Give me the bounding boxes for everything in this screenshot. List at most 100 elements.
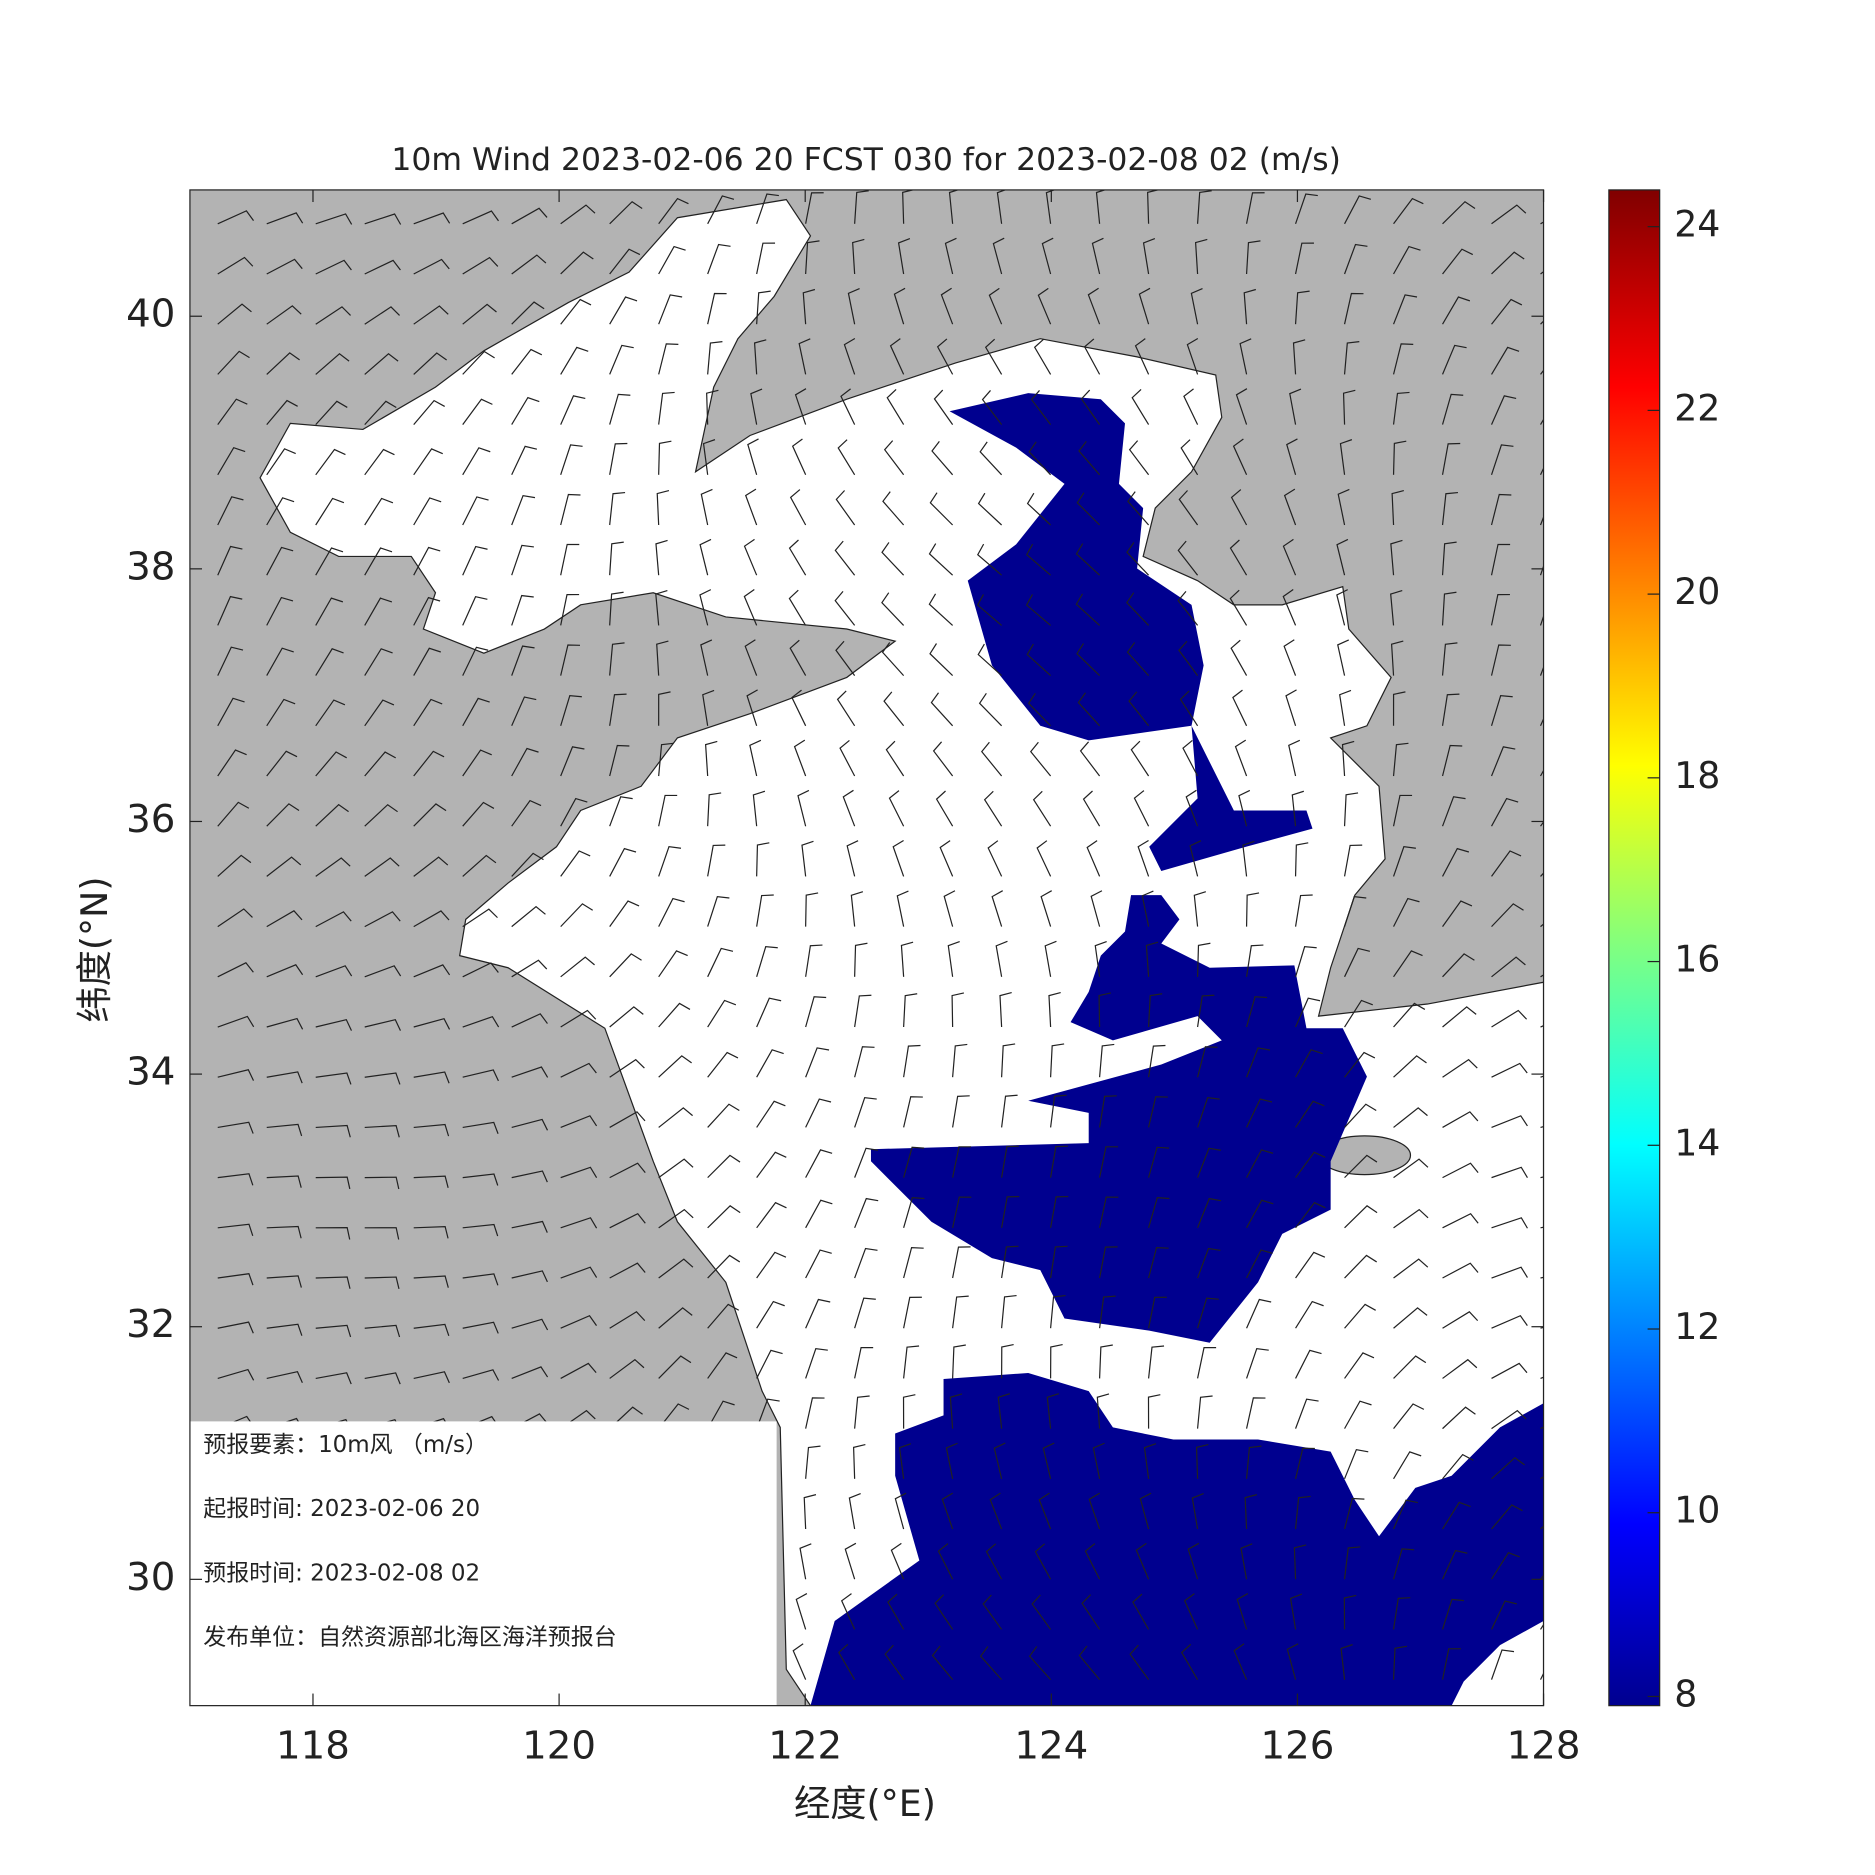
wind-barb <box>932 741 954 777</box>
wind-barb <box>413 448 443 476</box>
wind-barb <box>266 698 296 727</box>
wind-barb <box>315 1018 353 1031</box>
wind-barb <box>707 243 731 275</box>
wind-barb <box>364 1019 402 1031</box>
wind-barb <box>756 1251 787 1279</box>
wind-barb <box>837 439 856 476</box>
wind-barb <box>1392 1597 1411 1630</box>
wind-barb <box>1087 287 1101 325</box>
y-tick-label: 34 <box>126 1050 175 1095</box>
wind-barb <box>952 1095 970 1128</box>
wind-barb <box>1294 1398 1319 1429</box>
wind-barb <box>315 1227 351 1240</box>
wind-barb <box>1186 337 1199 375</box>
wind-barb <box>805 240 820 275</box>
wind-barb <box>560 1062 597 1078</box>
wind-barb <box>413 856 449 877</box>
wind-barb <box>315 803 349 827</box>
wind-barb <box>266 497 295 526</box>
wind-barb <box>1491 1362 1528 1379</box>
wind-barb <box>1442 200 1476 225</box>
wind-barb <box>1196 994 1215 1028</box>
wind-barb <box>1098 992 1112 1028</box>
wind-barb <box>850 891 864 927</box>
wind-barb <box>1232 438 1248 476</box>
wind-barb <box>560 593 580 626</box>
wind-barb <box>799 1543 812 1580</box>
wind-barb <box>1232 689 1248 727</box>
wind-barb <box>936 338 954 375</box>
wind-barb <box>1341 740 1355 777</box>
wind-barb <box>1180 439 1199 476</box>
wind-barb <box>413 1225 449 1239</box>
wind-barb <box>315 259 352 275</box>
wind-barb <box>1441 642 1458 676</box>
wind-barb <box>976 594 1003 626</box>
wind-barb <box>1344 947 1371 978</box>
wind-barb <box>1145 941 1159 977</box>
wind-barb <box>462 1369 500 1381</box>
wind-barb <box>898 1443 912 1479</box>
wind-barb <box>1190 288 1203 325</box>
wind-barb <box>1050 1043 1065 1078</box>
wind-barb <box>217 646 244 676</box>
wind-barb <box>1230 639 1248 676</box>
wind-barb <box>560 1314 598 1329</box>
wind-barb <box>609 1162 646 1179</box>
wind-barb <box>315 547 344 576</box>
wind-barb <box>413 546 441 576</box>
wind-barb <box>952 1146 972 1178</box>
wind-barb <box>935 790 954 827</box>
wind-barb <box>1441 541 1457 576</box>
wind-barb <box>609 953 642 978</box>
y-tick-label: 36 <box>126 797 175 842</box>
wind-barb <box>511 696 537 727</box>
wind-barb <box>656 640 669 676</box>
wind-barb <box>1540 1276 1544 1279</box>
wind-barb <box>560 346 589 375</box>
wind-barb <box>933 389 954 425</box>
wind-barb <box>462 854 497 877</box>
wind-barb <box>560 850 591 877</box>
wind-barb <box>1343 243 1368 275</box>
wind-barb <box>462 1273 499 1286</box>
wind-barb <box>658 1158 694 1179</box>
wind-barb <box>1393 245 1421 275</box>
wind-barb <box>1295 1300 1324 1329</box>
wind-barb <box>746 689 758 726</box>
wind-barb <box>560 1166 598 1179</box>
wind-barb <box>854 1247 878 1279</box>
wind-barb <box>1098 1043 1115 1078</box>
wind-barb <box>658 1307 693 1329</box>
wind-barb <box>1442 1262 1479 1279</box>
x-tick-label: 126 <box>1261 1723 1335 1768</box>
wind-barb <box>707 1352 738 1379</box>
wind-barb <box>1540 369 1544 375</box>
wind-barb <box>1294 842 1309 877</box>
wind-barb <box>1236 1593 1249 1630</box>
wind-barb <box>658 343 679 375</box>
wind-barb <box>1042 1442 1055 1479</box>
wind-barb <box>217 1069 255 1081</box>
wind-barb <box>266 258 303 275</box>
wind-barb <box>1129 1644 1150 1680</box>
wind-barb <box>511 1118 549 1131</box>
wind-barb <box>854 942 868 977</box>
wind-barb <box>1126 642 1150 677</box>
wind-barb <box>658 245 686 275</box>
y-axis-label: 纬度(°N) <box>73 877 116 1023</box>
wind-barb <box>805 1249 832 1279</box>
wind-barb <box>1441 744 1463 777</box>
wind-barb <box>805 1348 828 1379</box>
wind-barb <box>1285 689 1297 726</box>
wind-barb <box>609 541 624 576</box>
wind-barb <box>560 1217 598 1229</box>
wind-barb <box>462 962 499 978</box>
wind-speed-area <box>949 393 1313 871</box>
wind-barb <box>1344 1400 1372 1429</box>
y-tick-label: 32 <box>126 1302 175 1347</box>
wind-barb <box>609 393 631 425</box>
wind-barb <box>1240 1543 1253 1580</box>
wind-barb <box>992 237 1005 275</box>
wind-barb <box>881 542 905 576</box>
